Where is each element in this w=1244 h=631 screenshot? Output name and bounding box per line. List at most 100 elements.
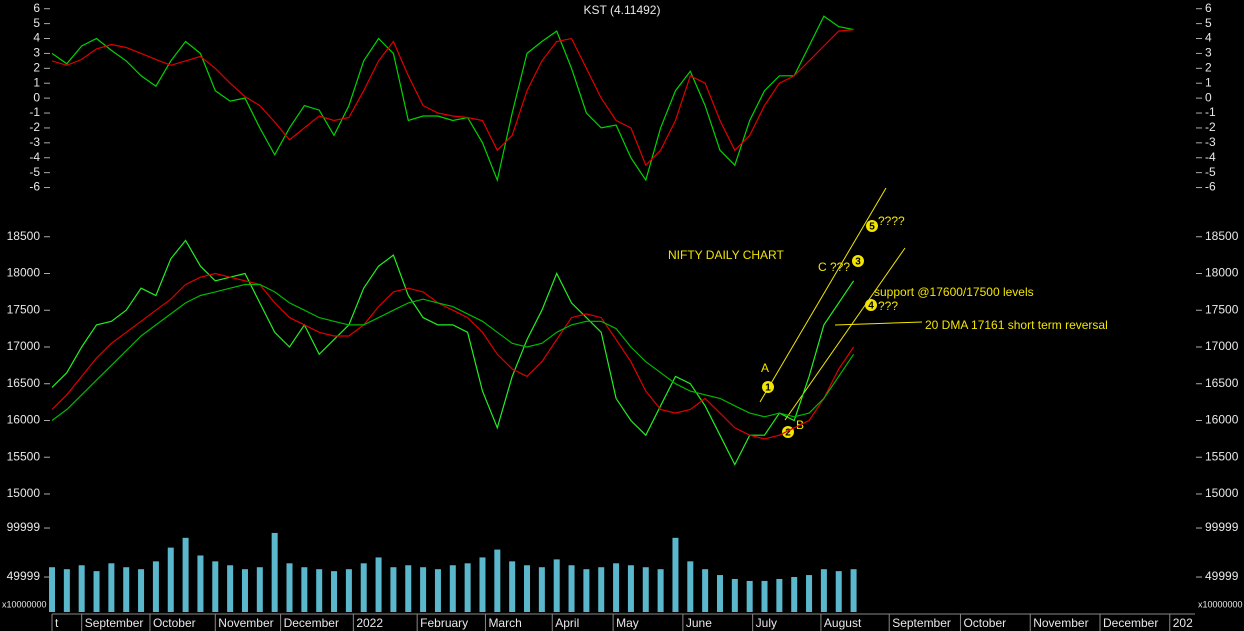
volume-bar xyxy=(152,561,159,612)
x-tick-label: March xyxy=(488,616,521,630)
volume-bar xyxy=(657,569,664,612)
y-tick-label: 16000 xyxy=(7,413,41,427)
volume-bar xyxy=(197,555,204,612)
support-note: support @17600/17500 levels xyxy=(874,285,1034,299)
volume-bar xyxy=(672,537,679,612)
volume-bar xyxy=(568,565,575,612)
volume-bar xyxy=(746,580,753,612)
volume-bar xyxy=(93,571,100,612)
volume-bar xyxy=(241,569,248,612)
y-tick-label: 17500 xyxy=(1205,302,1239,316)
unit-label: x10000000 xyxy=(1198,599,1243,609)
wave-number: 4 xyxy=(868,301,874,312)
wave-marker: 5 xyxy=(866,220,878,233)
y-tick-label: -5 xyxy=(1205,165,1216,179)
series-line xyxy=(51,283,855,421)
wave-number: 1 xyxy=(765,383,771,394)
volume-bar xyxy=(331,571,338,612)
x-tick-label: December xyxy=(1103,616,1158,630)
volume-bar xyxy=(791,577,798,612)
volume-bar xyxy=(405,565,412,612)
volume-bar xyxy=(479,557,486,612)
volume-bar xyxy=(49,567,55,612)
volume-bar xyxy=(212,561,219,612)
x-tick-label: December xyxy=(284,616,339,630)
wave-label: A xyxy=(761,361,769,375)
volume-bar xyxy=(316,569,323,612)
volume-bar xyxy=(375,557,382,612)
trend-line xyxy=(784,247,906,421)
volume-bar xyxy=(687,561,694,612)
volume-bar xyxy=(390,567,397,612)
y-tick-label: 18000 xyxy=(1205,266,1239,280)
y-tick-label: 6 xyxy=(33,1,40,15)
y-tick-label: 18000 xyxy=(7,266,41,280)
x-tick-label: May xyxy=(616,616,639,630)
volume-bar xyxy=(167,547,174,612)
y-tick-label: 15500 xyxy=(7,449,41,463)
volume-bar xyxy=(806,575,813,612)
volume-bar xyxy=(820,569,827,612)
trend-line xyxy=(759,187,887,403)
volume-bar xyxy=(627,565,634,612)
volume-bar xyxy=(301,567,308,612)
x-tick-label: September xyxy=(892,616,951,630)
volume-bar xyxy=(227,565,234,612)
x-tick-label: October xyxy=(963,616,1006,630)
y-tick-label: 1 xyxy=(1205,75,1212,89)
volume-bar xyxy=(613,563,620,612)
volume-bar xyxy=(434,569,441,612)
y-tick-label: 5 xyxy=(33,16,40,30)
x-tick-label: June xyxy=(686,616,712,630)
volume-bar xyxy=(776,578,783,612)
volume-bar xyxy=(702,569,709,612)
volume-bar xyxy=(553,559,560,612)
volume-bar xyxy=(850,569,857,612)
volume-bar xyxy=(256,567,263,612)
volume-bar xyxy=(420,567,427,612)
x-tick-label: February xyxy=(420,616,468,630)
y-tick-label: 16500 xyxy=(7,376,41,390)
x-tick-label: t xyxy=(55,616,59,630)
volume-bar xyxy=(271,532,278,612)
y-tick-label: 16000 xyxy=(1205,413,1239,427)
volume-bar xyxy=(360,563,367,612)
y-tick-label: 49999 xyxy=(1205,569,1239,583)
x-tick-label: July xyxy=(756,616,777,630)
y-tick-label: 1 xyxy=(33,75,40,89)
volume-bar xyxy=(182,537,189,612)
x-tick-label: 2022 xyxy=(356,616,383,630)
y-tick-label: -5 xyxy=(29,165,40,179)
y-tick-label: 4 xyxy=(1205,31,1212,45)
wave-number: 5 xyxy=(869,222,875,233)
x-tick-label: 202 xyxy=(1173,616,1193,630)
x-tick-label: August xyxy=(824,616,862,630)
y-tick-label: 0 xyxy=(33,90,40,104)
unit-label: x10000000 xyxy=(2,599,47,609)
volume-bar xyxy=(286,563,293,612)
volume-bar xyxy=(63,569,70,612)
volume-bar xyxy=(642,567,649,612)
dma-note: 20 DMA 17161 short term reversal xyxy=(925,318,1108,332)
volume-bar xyxy=(345,569,352,612)
y-tick-label: -4 xyxy=(29,150,40,164)
wave-number: 3 xyxy=(855,257,861,268)
y-tick-label: 2 xyxy=(33,60,40,74)
y-tick-label: 3 xyxy=(33,46,40,60)
y-tick-label: -3 xyxy=(29,135,40,149)
y-tick-label: -3 xyxy=(1205,135,1216,149)
y-tick-label: 16500 xyxy=(1205,376,1239,390)
y-tick-label: 99999 xyxy=(7,520,41,534)
y-tick-label: -4 xyxy=(1205,150,1216,164)
y-tick-label: 15000 xyxy=(7,486,41,500)
dma-pointer xyxy=(834,321,923,326)
volume-bar xyxy=(108,563,115,612)
volume-bar xyxy=(123,567,130,612)
y-tick-label: -1 xyxy=(1205,105,1216,119)
y-tick-label: 6 xyxy=(1205,1,1212,15)
x-tick-label: September xyxy=(85,616,144,630)
y-tick-label: 17000 xyxy=(7,339,41,353)
y-tick-label: 5 xyxy=(1205,16,1212,30)
volume-bar xyxy=(509,561,516,612)
x-tick-label: November xyxy=(218,616,273,630)
